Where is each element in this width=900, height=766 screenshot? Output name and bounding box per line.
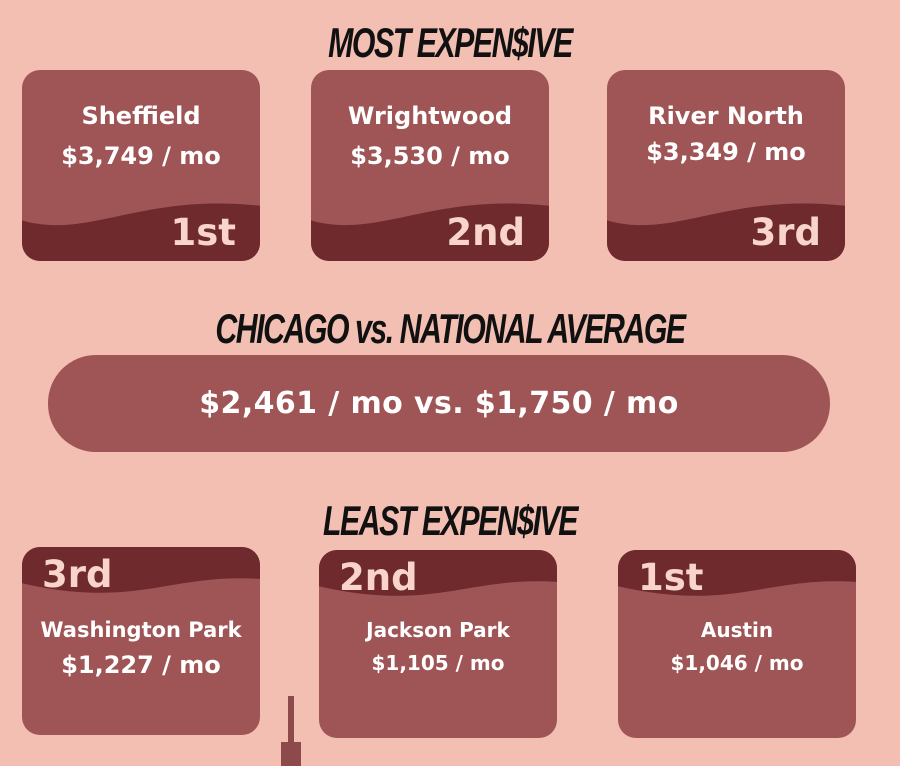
card-most-expensive-2: Wrightwood $3,530 / mo 2nd bbox=[311, 70, 549, 261]
rank-badge: 3rd bbox=[750, 211, 821, 254]
rank-badge: 2nd bbox=[339, 556, 418, 599]
card-price: $1,046 / mo bbox=[670, 651, 804, 675]
card-title: Sheffield bbox=[81, 102, 201, 130]
rank-badge: 1st bbox=[638, 556, 704, 599]
card-title: Washington Park bbox=[40, 618, 242, 642]
card-price: $3,349 / mo bbox=[646, 138, 806, 166]
card-title: Jackson Park bbox=[366, 618, 510, 642]
card-price: $3,530 / mo bbox=[350, 142, 510, 170]
card-least-expensive-1: 1st Austin $1,046 / mo bbox=[618, 550, 856, 738]
card-most-expensive-3: River North $3,349 / mo 3rd bbox=[607, 70, 845, 261]
card-price: $3,749 / mo bbox=[61, 142, 221, 170]
card-title: Wrightwood bbox=[347, 102, 513, 130]
most-expensive-heading: MOST EXPEN$IVE bbox=[328, 19, 573, 66]
national-average-comparison: $2,461 / mo vs. $1,750 / mo bbox=[48, 355, 830, 452]
rank-badge: 2nd bbox=[446, 211, 525, 254]
card-least-expensive-3: 3rd Washington Park $1,227 / mo bbox=[22, 547, 260, 735]
card-wave bbox=[607, 203, 845, 261]
card-wave bbox=[22, 547, 260, 593]
card-wave bbox=[311, 203, 549, 261]
rank-badge: 3rd bbox=[42, 553, 113, 596]
card-price: $1,105 / mo bbox=[371, 651, 505, 675]
card-title: River North bbox=[648, 102, 804, 130]
skyline-building-icon bbox=[281, 742, 301, 766]
chicago-vs-national-heading: CHICAGO vs. NATIONAL AVERAGE bbox=[215, 305, 686, 352]
card-title: Austin bbox=[700, 618, 774, 642]
card-least-expensive-2: 2nd Jackson Park $1,105 / mo bbox=[319, 550, 557, 738]
card-price: $1,227 / mo bbox=[61, 651, 221, 679]
card-most-expensive-1: Sheffield $3,749 / mo 1st bbox=[22, 70, 260, 261]
card-wave bbox=[319, 550, 557, 596]
card-wave bbox=[618, 550, 856, 596]
skyline-spire-icon bbox=[288, 696, 294, 766]
rank-badge: 1st bbox=[170, 211, 236, 254]
least-expensive-heading: LEAST EXPEN$IVE bbox=[322, 497, 578, 544]
card-wave bbox=[22, 203, 260, 261]
